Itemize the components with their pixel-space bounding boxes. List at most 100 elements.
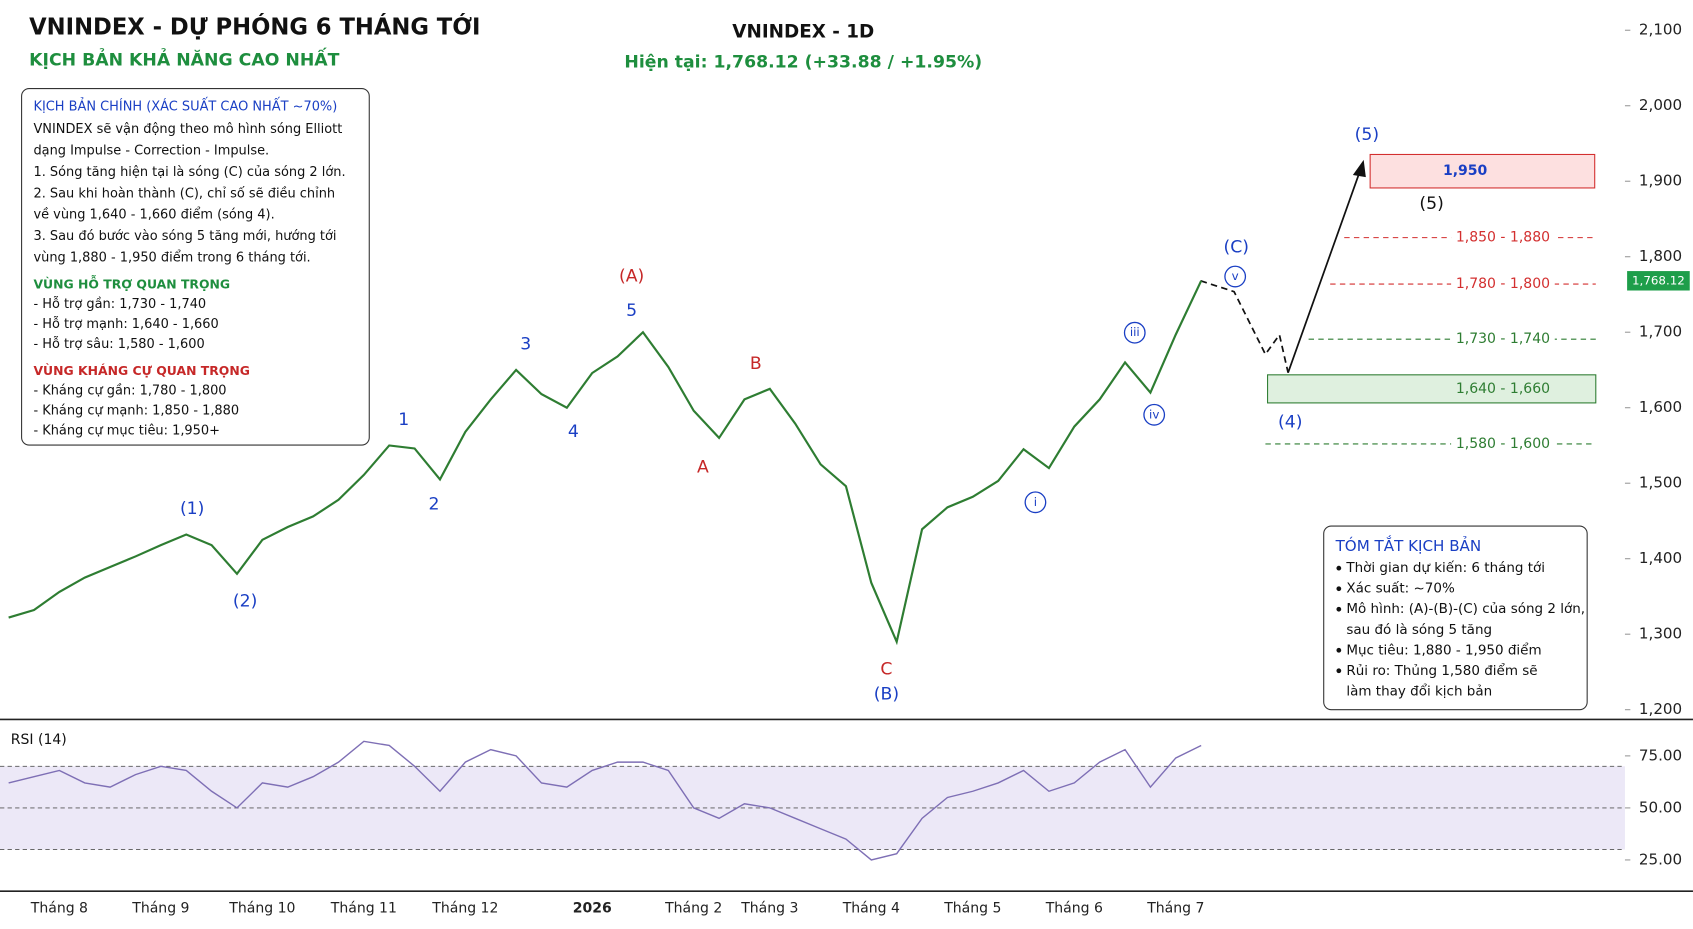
wave-label: (B) xyxy=(874,685,899,705)
box-line: về vùng 1,640 - 1,660 điểm (sóng 4). xyxy=(33,208,274,223)
y-tick-label: 2,000 xyxy=(1639,96,1682,114)
box-line: 3. Sau đó bước vào sóng 5 tăng mới, hướn… xyxy=(33,229,336,244)
x-tick-label: Tháng 3 xyxy=(740,900,798,916)
x-tick-label: Tháng 2 xyxy=(664,900,722,916)
box-line: dạng Impulse - Correction - Impulse. xyxy=(33,144,269,159)
wave-circle xyxy=(1143,403,1166,426)
zone-label: 1,580 - 1,600 xyxy=(1456,436,1550,452)
box-title: TÓM TẮT KỊCH BẢN xyxy=(1335,534,1482,555)
page-subtitle: KỊCH BẢN KHẢ NĂNG CAO NHẤT xyxy=(29,46,339,70)
wave-label: (4) xyxy=(1278,412,1302,432)
box-line: làm thay đổi kịch bản xyxy=(1346,682,1492,699)
wave-circle xyxy=(1224,265,1247,288)
chart-title: VNINDEX - 1D xyxy=(732,21,874,42)
box-line: Rủi ro: Thủng 1,580 điểm sẽ xyxy=(1346,662,1537,679)
wave-circle xyxy=(1123,321,1146,344)
y-tick-label: 50.00 xyxy=(1639,798,1682,816)
x-tick-label: Tháng 9 xyxy=(131,900,189,916)
page-title: VNINDEX - DỰ PHÓNG 6 THÁNG TỚI xyxy=(29,13,480,41)
bullet xyxy=(1336,565,1342,571)
x-tick-label: 2026 xyxy=(573,900,612,916)
box-line: - Kháng cự mạnh: 1,850 - 1,880 xyxy=(33,404,239,419)
y-tick-label: 25.00 xyxy=(1639,850,1682,868)
bullet xyxy=(1336,647,1342,653)
wave-label: (5) xyxy=(1355,125,1379,145)
current-price-tag xyxy=(1627,271,1690,291)
box-line: - Kháng cự gần: 1,780 - 1,800 xyxy=(33,384,226,399)
box-line: 1. Sóng tăng hiện tại là sóng (C) của só… xyxy=(33,165,345,180)
bullet xyxy=(1336,586,1342,592)
box-line: Mô hình: (A)-(B)-(C) của sóng 2 lớn, xyxy=(1346,601,1585,617)
wave-label: iv xyxy=(1149,407,1159,421)
x-tick-label: Tháng 7 xyxy=(1146,900,1204,916)
summary-box xyxy=(1323,525,1588,711)
y-tick-label: 1,300 xyxy=(1639,625,1682,643)
box-heading: VÙNG KHÁNG CỰ QUAN TRỌNG xyxy=(33,363,249,378)
bullet xyxy=(1336,668,1342,674)
box-title: KỊCH BẢN CHÍNH (XÁC SUẤT CAO NHẤT ~70%) xyxy=(33,97,337,114)
wave-circle xyxy=(1024,491,1047,514)
y-tick-label: 1,900 xyxy=(1639,172,1682,190)
box-line: - Kháng cự mục tiêu: 1,950+ xyxy=(33,423,220,438)
y-tick-label: 1,200 xyxy=(1639,700,1682,718)
wave-label: 4 xyxy=(568,422,579,442)
zone-label-bg xyxy=(1451,434,1555,454)
box-line: sau đó là sóng 5 tăng xyxy=(1346,622,1492,638)
wave-label: A xyxy=(697,458,709,478)
zone-label: 1,730 - 1,740 xyxy=(1456,331,1550,347)
wave-label: (A) xyxy=(619,267,644,287)
zone-box xyxy=(1267,374,1597,404)
wave-label: (5) xyxy=(1419,194,1443,214)
box-line: VNINDEX sẽ vận động theo mô hình sóng El… xyxy=(33,122,342,137)
wave-label: 3 xyxy=(520,335,531,355)
zone-label: 1,640 - 1,660 xyxy=(1456,381,1550,397)
zone-label-bg xyxy=(1451,274,1555,294)
wave-label: (2) xyxy=(233,592,257,612)
box-heading: VÙNG HỖ TRỢ QUAN TRỌNG xyxy=(33,275,230,292)
y-tick-label: 1,500 xyxy=(1639,474,1682,492)
box-line: Xác suất: ~70% xyxy=(1346,581,1455,597)
scenario-box xyxy=(21,88,370,446)
chart-subtitle: Hiện tại: 1,768.12 (+33.88 / +1.95%) xyxy=(624,53,982,73)
wave-label: (1) xyxy=(180,499,204,519)
y-tick-label: 1,400 xyxy=(1639,549,1682,567)
x-tick-label: Tháng 11 xyxy=(330,900,397,916)
series-line xyxy=(8,740,1202,861)
box-line: - Hỗ trợ mạnh: 1,640 - 1,660 xyxy=(33,317,218,332)
rsi-title: RSI (14) xyxy=(11,732,67,748)
y-tick-label: 75.00 xyxy=(1639,746,1682,764)
x-tick-label: Tháng 8 xyxy=(30,900,88,916)
y-tick-label: 1,600 xyxy=(1639,398,1682,416)
wave-label: 5 xyxy=(626,301,637,321)
box-line: - Hỗ trợ sâu: 1,580 - 1,600 xyxy=(33,337,204,352)
box-line: 2. Sau khi hoàn thành (C), chỉ số sẽ điề… xyxy=(33,186,335,201)
wave-label: (C) xyxy=(1223,237,1249,257)
arrow-head xyxy=(1352,159,1366,178)
y-tick-label: 1,700 xyxy=(1639,323,1682,341)
current-price-label: 1,768.12 xyxy=(1632,273,1685,287)
zone-label: 1,950 xyxy=(1443,163,1488,179)
wave-label: v xyxy=(1232,269,1239,283)
x-tick-label: Tháng 4 xyxy=(842,900,900,916)
x-tick-label: Tháng 6 xyxy=(1045,900,1103,916)
wave-label: B xyxy=(750,354,762,374)
series-line xyxy=(8,280,1203,646)
wave-label: 2 xyxy=(429,494,440,514)
bullet xyxy=(1336,606,1342,612)
box-line: Thời gian dự kiến: 6 tháng tới xyxy=(1345,559,1545,576)
box-line: vùng 1,880 - 1,950 điểm trong 6 tháng tớ… xyxy=(33,250,310,265)
wave-label: 1 xyxy=(398,410,409,430)
x-tick-label: Tháng 12 xyxy=(431,900,498,916)
wave-label: C xyxy=(880,660,892,680)
wave-label: iii xyxy=(1130,325,1140,339)
projection-dashed xyxy=(1200,280,1289,373)
zone-box xyxy=(1369,153,1596,189)
x-tick-label: Tháng 5 xyxy=(943,900,1001,916)
zone-label: 1,850 - 1,880 xyxy=(1456,230,1550,246)
y-tick-label: 2,100 xyxy=(1639,21,1682,39)
x-tick-label: Tháng 10 xyxy=(228,900,295,916)
projection-arrow xyxy=(1287,172,1361,373)
zone-label-bg xyxy=(1451,227,1555,248)
